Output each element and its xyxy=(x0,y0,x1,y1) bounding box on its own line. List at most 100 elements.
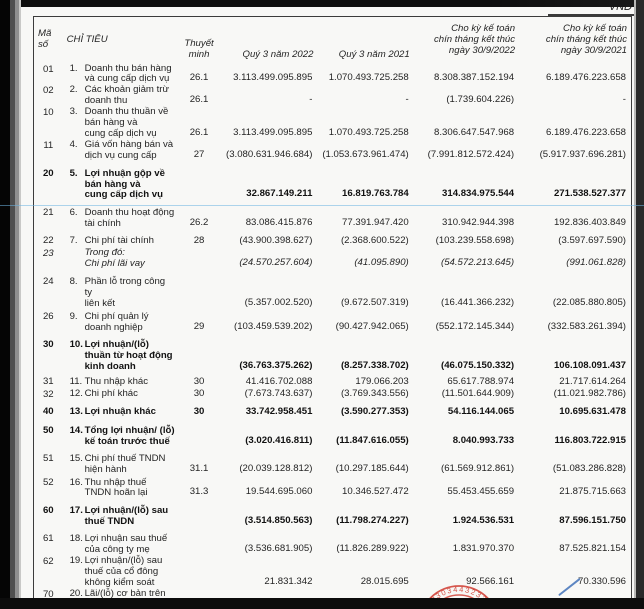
row-code: 21 xyxy=(42,207,54,219)
value-q3-2022: (20.039.128.812) xyxy=(239,462,313,474)
value-q3-2021: (3.769.343.556) xyxy=(340,388,409,400)
row-code: 61 xyxy=(42,533,54,545)
table-row-21: 21 6. Doanh thu hoạt động tài chính 26.2 83.… xyxy=(34,201,632,230)
seal-inner-ring xyxy=(432,594,486,608)
row-note: 30 xyxy=(193,376,205,388)
table-row-61: 61 18. Lợi nhuận sau thuế của công ty mẹ (3… xyxy=(34,528,632,556)
value-ytd-2021: 70.330.596 xyxy=(577,575,626,587)
value-q3-2022: 19.544.695.060 xyxy=(245,486,313,498)
table-row-31: 31 11. Thu nhập khác 30 41.416.702.088 179.06… xyxy=(34,373,632,389)
value-q3-2021: 1.070.493.725.258 xyxy=(328,72,409,84)
row-code: 40 xyxy=(42,405,54,417)
value-ytd-2021: 271.538.527.377 xyxy=(553,188,626,200)
row-code: 22 xyxy=(42,235,54,247)
value-ytd-2021: 106.108.091.437 xyxy=(553,360,626,372)
row-code: 23 xyxy=(42,248,54,260)
value-q3-2022: (3.020.416.811) xyxy=(245,434,313,446)
value-q3-2022: 3.113.499.095.895 xyxy=(233,126,313,138)
row-number: 9. xyxy=(69,310,78,322)
value-ytd-2021: (5.917.937.696.281) xyxy=(539,148,626,160)
row-note: 31.1 xyxy=(189,462,209,474)
value-ytd-2021: (991.061.828) xyxy=(566,257,626,268)
value-ytd-2022: 314.834.975.544 xyxy=(442,188,515,200)
value-q3-2021: 1.070.493.725.258 xyxy=(328,126,409,138)
scan-edge-bottom xyxy=(0,598,644,609)
row-code: 51 xyxy=(42,452,54,464)
row-number: 6. xyxy=(69,207,78,219)
row-note: 31.3 xyxy=(189,486,209,498)
row-label: 18. Lợi nhuận sau thuế của công ty mẹ xyxy=(69,533,168,556)
table-row-10: 10 3. Doanh thu thuần về bán hàng và cung … xyxy=(34,106,632,140)
table-row-30: 30 10. Lợi nhuận/(lỗ) thuần từ hoạt động k… xyxy=(34,333,632,373)
value-ytd-2022: 310.942.944.398 xyxy=(442,217,515,229)
value-q3-2021: (11.847.616.055) xyxy=(336,434,409,446)
table-row-50: 50 14. Tổng lợi nhuận/ (lỗ) kế toán trước … xyxy=(34,419,632,448)
seal-outer-ring xyxy=(422,585,496,608)
row-number: 11. xyxy=(69,376,83,388)
value-ytd-2021: (22.085.880.805) xyxy=(552,296,626,308)
value-ytd-2022: 8.306.647.547.968 xyxy=(434,126,515,138)
value-ytd-2021: 6.189.476.223.658 xyxy=(545,72,626,84)
row-label: 2. Các khoản giảm trừ doanh thu xyxy=(69,84,169,107)
header-ytd-2022: Cho kỳ kế toán chín tháng kết thúc ngày … xyxy=(434,22,516,56)
value-ytd-2022: 8.308.387.152.194 xyxy=(434,72,515,84)
row-label: 1. Doanh thu bán hàng và cung cấp dịch vụ xyxy=(69,62,172,85)
table-row-52: 52 16. Thu nhập thuế TNDN hoãn lại 31.3 19.5… xyxy=(34,476,632,500)
value-ytd-2022: 55.453.455.659 xyxy=(447,486,515,498)
row-label: 3. Doanh thu thuần về bán hàng và cung cấ… xyxy=(69,106,169,139)
value-q3-2021: (3.590.277.353) xyxy=(340,405,409,417)
row-note xyxy=(179,556,219,589)
row-label: 6. Doanh thu hoạt động tài chính xyxy=(69,207,175,230)
value-ytd-2021: (332.583.261.394) xyxy=(547,320,626,332)
row-note: 30 xyxy=(193,405,205,417)
value-ytd-2022: (46.075.150.332) xyxy=(441,360,515,372)
table-header: Mã số CHỈ TIÊU Thuyết minh Quý 3 năm 202… xyxy=(34,17,632,64)
value-ytd-2021: (3.597.697.590) xyxy=(558,235,626,247)
value-ytd-2021: 87.525.821.154 xyxy=(559,543,626,555)
value-q3-2021: 10.346.527.472 xyxy=(342,486,409,498)
row-number: 10. xyxy=(69,339,83,351)
header-item: CHỈ TIÊU xyxy=(66,33,108,45)
value-q3-2021: (1.053.673.961.474) xyxy=(322,148,409,160)
row-code: 30 xyxy=(42,339,54,351)
row-label: 5. Lợi nhuận gộp về bán hàng và cung cấp … xyxy=(69,167,165,201)
value-ytd-2021: 116.803.722.915 xyxy=(554,434,627,446)
value-ytd-2022: (11.501.644.909) xyxy=(441,388,515,400)
row-label: 12. Chi phí khác xyxy=(69,388,138,400)
value-q3-2021: (41.095.890) xyxy=(354,257,409,268)
header-ytd-2021: Cho kỳ kế toán chín tháng kết thúc ngày … xyxy=(545,22,627,56)
row-code: 24 xyxy=(42,275,54,287)
value-ytd-2021: 10.695.631.478 xyxy=(559,405,626,417)
value-ytd-2022: 54.116.144.065 xyxy=(447,405,515,417)
value-ytd-2021: 87.596.151.750 xyxy=(559,515,626,527)
value-q3-2022: (43.900.398.627) xyxy=(239,235,313,247)
row-number: 20. xyxy=(69,587,83,599)
row-label: 19. Lợi nhuận/(lỗ) sau thuế của cổ đông k… xyxy=(69,554,163,588)
value-q3-2022: 21.831.342 xyxy=(264,575,313,587)
table-row-60: 60 17. Lợi nhuận/(lỗ) sau thuế TNDN (3.514.… xyxy=(34,499,632,528)
row-number: 1. xyxy=(69,62,78,74)
table-row-23: 23 Trong đó: Chi phí lãi vay (24.570.257.6… xyxy=(34,247,632,270)
row-note: 29 xyxy=(193,320,205,332)
value-ytd-2021: (51.083.286.828) xyxy=(552,462,626,474)
value-q3-2022: (24.570.257.604) xyxy=(239,257,313,268)
row-code: 11 xyxy=(43,139,54,151)
value-q3-2022: (3.080.631.946.684) xyxy=(226,148,313,160)
value-q3-2022: (3.514.850.563) xyxy=(244,515,313,527)
value-ytd-2022: (54.572.213.645) xyxy=(441,257,515,268)
value-ytd-2021: 21.875.715.663 xyxy=(559,486,626,498)
row-note: 27 xyxy=(193,148,205,160)
value-ytd-2022: 1.924.536.531 xyxy=(452,515,515,527)
value-q3-2022: - xyxy=(309,94,313,106)
table-row-24: 24 8. Phần lỗ trong công ty liên kết (5.357… xyxy=(34,270,632,310)
row-note xyxy=(179,270,219,310)
row-code: 31 xyxy=(42,376,54,388)
value-q3-2021: (11.798.274.227) xyxy=(336,515,409,527)
scan-artifact-line xyxy=(0,205,644,207)
header-note: Thuyết minh xyxy=(184,37,214,60)
value-q3-2021: (2.368.600.522) xyxy=(340,235,409,247)
value-q3-2022: 3.113.499.095.895 xyxy=(233,72,313,84)
row-code: 62 xyxy=(42,555,54,567)
table-row-01: 01 1. Doanh thu bán hàng và cung cấp dịch … xyxy=(34,62,632,86)
header-code: Mã số xyxy=(38,28,52,51)
